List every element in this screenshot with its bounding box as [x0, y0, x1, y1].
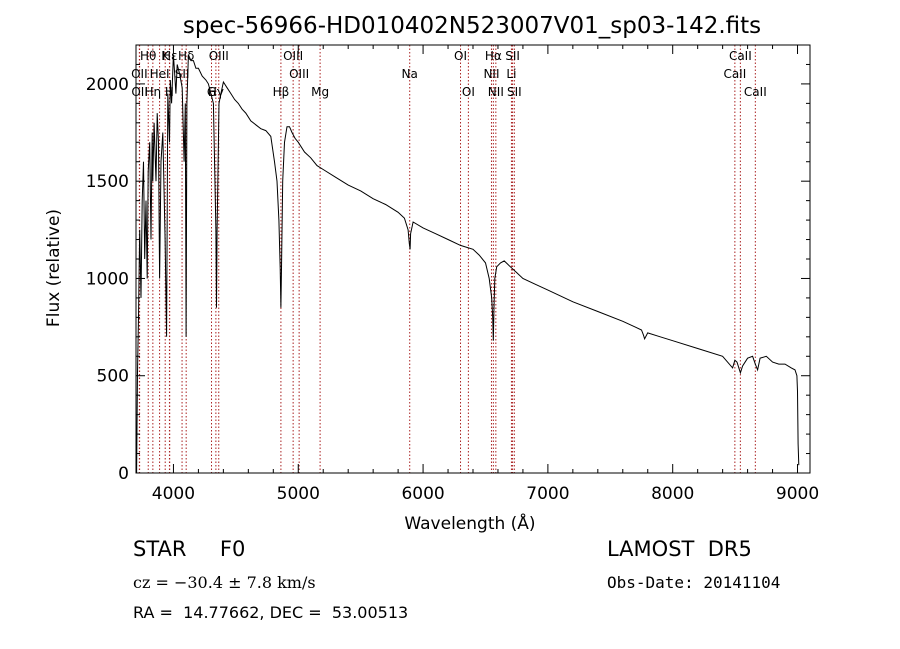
- spectral-line-label: CaII: [729, 49, 752, 63]
- spectral-line-label: CaII: [744, 85, 767, 99]
- observation-date: Obs-Date: 20141104: [607, 573, 781, 592]
- x-tick-label: 4000: [152, 484, 195, 504]
- chart-title: spec-56966-HD010402N523007V01_sp03-142.f…: [183, 13, 761, 39]
- spectral-line-label: HeI: [150, 67, 170, 81]
- spectral-line-label: CaII: [723, 67, 746, 81]
- ra-dec-coordinates: RA = 14.77662, DEC = 53.00513: [133, 603, 409, 622]
- x-axis-ticks: 4000 5000 6000 7000 8000 9000: [152, 45, 819, 504]
- spectral-line-label: NII: [483, 67, 499, 81]
- spectral-line-label: OI: [462, 85, 475, 99]
- spectral-line-label: Hα: [485, 49, 502, 63]
- x-tick-label: 7000: [526, 484, 569, 504]
- spectral-line-label: Hε: [162, 49, 178, 63]
- y-tick-label: 0: [118, 464, 129, 484]
- spectral-line-label: OIII: [283, 49, 303, 63]
- spectral-line-label: OII: [131, 67, 148, 81]
- x-axis-label: Wavelength (Å): [404, 512, 535, 534]
- x-tick-label: 5000: [277, 484, 320, 504]
- spectral-line-markers: [138, 45, 756, 473]
- spectral-line-label: G: [207, 85, 216, 99]
- spectral-line-label: Hη: [145, 85, 162, 99]
- redshift-cz: cz = −30.4 ± 7.8 km/s: [133, 573, 316, 592]
- y-tick-label: 1500: [86, 172, 129, 192]
- spectral-line-label: SII: [505, 49, 520, 63]
- spectral-line-label: H: [165, 85, 174, 99]
- spectral-line-label: OIII: [209, 49, 229, 63]
- spectral-line-label: OII: [131, 85, 148, 99]
- spectral-line-label: SII: [507, 85, 522, 99]
- y-tick-label: 2000: [86, 75, 129, 95]
- spectrum-series-line: [136, 54, 800, 474]
- spectral-line-label: Hθ: [140, 49, 156, 63]
- spectral-line-label: Na: [402, 67, 418, 81]
- plot-frame: [135, 44, 811, 474]
- x-tick-label: 6000: [401, 484, 444, 504]
- spectral-line-label: OIII: [289, 67, 309, 81]
- x-tick-label: 8000: [651, 484, 694, 504]
- y-tick-label: 1000: [86, 269, 129, 289]
- y-axis-label: Flux (relative): [44, 209, 64, 327]
- y-axis-ticks: 0 500 1000 1500 2000: [86, 44, 810, 484]
- spectral-line-label: NII: [488, 85, 504, 99]
- y-tick-label: 500: [97, 367, 129, 387]
- star-classification: STAR F0: [133, 537, 246, 561]
- spectral-line-label: OI: [454, 49, 467, 63]
- spectral-line-label: Mg: [311, 85, 329, 99]
- spectral-line-label: Hβ: [273, 85, 290, 99]
- x-tick-label: 9000: [776, 484, 819, 504]
- spectral-line-label: Li: [506, 67, 516, 81]
- survey-name: LAMOST DR5: [607, 537, 752, 561]
- spectral-line-label: K: [161, 49, 170, 63]
